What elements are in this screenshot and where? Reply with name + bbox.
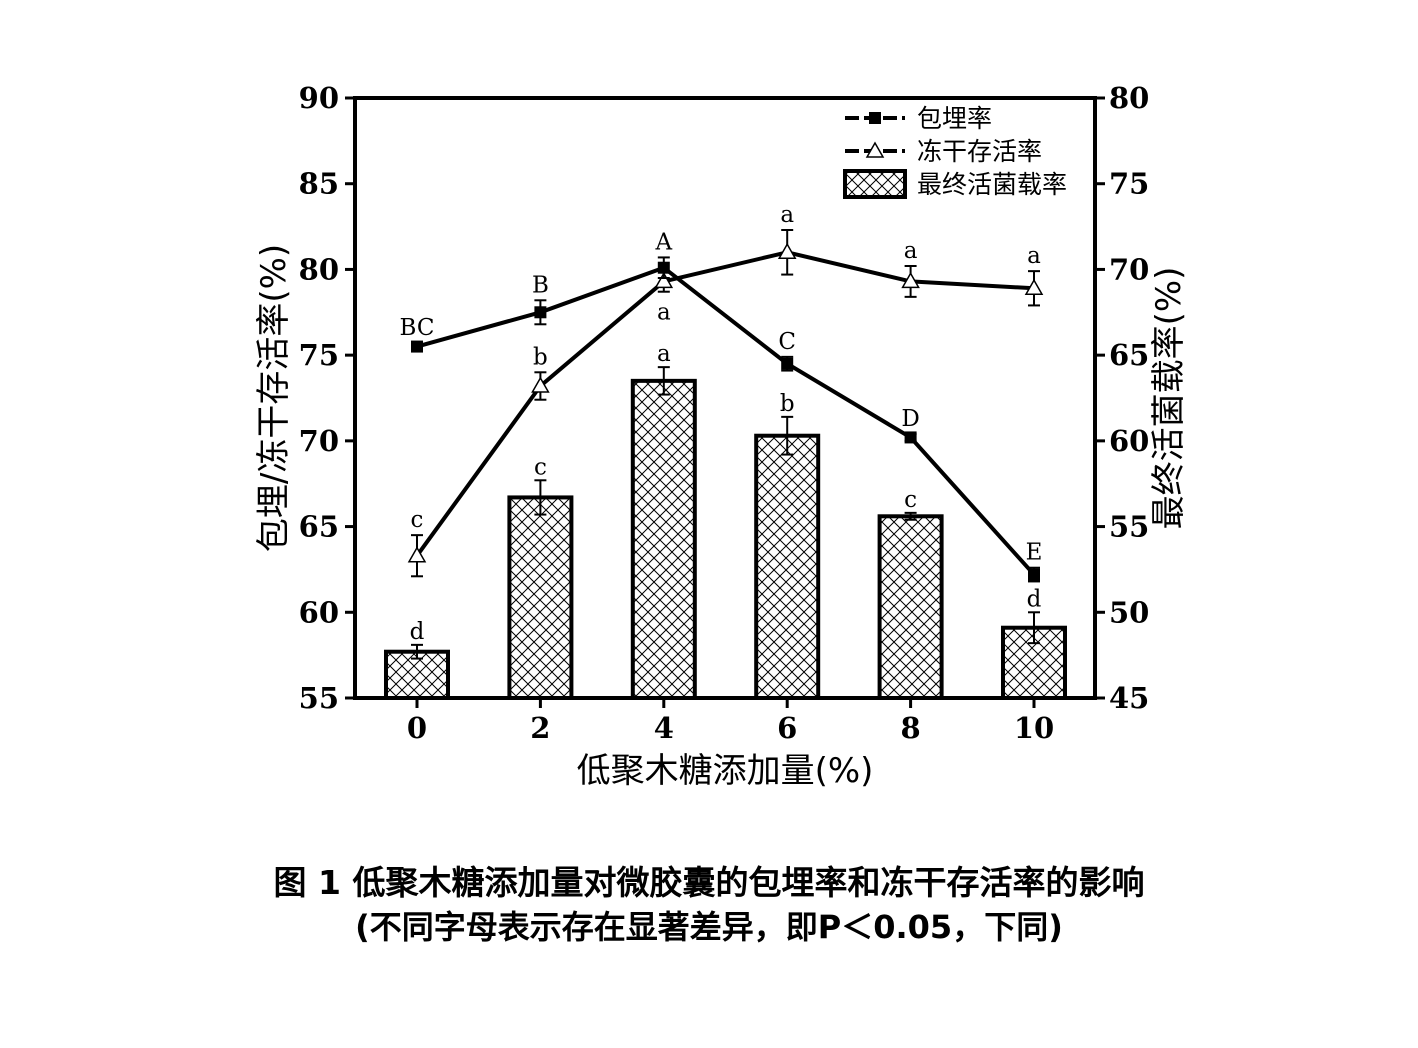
freeze-survival-point: [407, 546, 427, 563]
x-tick-label: 6: [777, 711, 797, 745]
left-tick-label: 55: [299, 681, 339, 715]
x-tick-label: 10: [1014, 711, 1054, 745]
encapsulation-point: [1028, 568, 1040, 581]
plot-frame: [353, 96, 1097, 700]
freeze-survival-point: [654, 271, 674, 289]
bar-letter: a: [657, 341, 671, 367]
legend-bar-label: 最终活菌载率: [917, 170, 1067, 199]
left-tick-label: 75: [299, 338, 339, 372]
right-tick-label: 60: [1109, 424, 1149, 458]
legend-bar-swatch: [843, 169, 907, 199]
left-tick-label: 85: [299, 167, 339, 201]
legend-encapsulation-label: 包埋率: [917, 104, 992, 133]
line-encapsulation: [416, 265, 1036, 576]
right-tick-label: 75: [1109, 167, 1149, 201]
right-tick-label: 80: [1109, 81, 1149, 115]
right-tick-label: 55: [1109, 510, 1149, 544]
legend-freeze-marker: [865, 141, 885, 158]
encapsulation-letter: D: [901, 406, 919, 432]
encapsulation-letter: B: [532, 272, 549, 298]
left-tick-label: 80: [299, 252, 339, 286]
freeze-survival-point: [901, 271, 920, 289]
x-tick-label: 0: [407, 711, 427, 745]
left-tick-label: 90: [299, 81, 339, 115]
encapsulation-point: [534, 306, 547, 319]
encapsulation-point: [781, 357, 794, 370]
x-tick-label: 4: [654, 711, 674, 745]
bar-letter: c: [904, 487, 917, 513]
freeze-survival-point: [1024, 278, 1044, 296]
bar-final-viable: [507, 495, 574, 700]
encapsulation-point: [904, 431, 917, 444]
legend-freeze-label: 冻干存活率: [917, 137, 1042, 166]
freeze-letter: a: [904, 238, 918, 264]
bar-final-viable: [877, 514, 944, 700]
right-tick-label: 65: [1109, 338, 1149, 372]
x-tick-label: 2: [530, 711, 550, 745]
encapsulation-letter: BC: [400, 315, 435, 341]
bar-final-viable: [754, 433, 821, 700]
encapsulation-letter: C: [778, 329, 796, 355]
bar-letter: b: [780, 391, 795, 417]
x-tick-label: 8: [901, 711, 921, 745]
encapsulation-letter: A: [654, 229, 672, 255]
freeze-survival-point: [777, 242, 797, 260]
freeze-letter: c: [411, 507, 424, 533]
right-tick-label: 45: [1109, 681, 1149, 715]
bar-final-viable: [630, 378, 697, 700]
encapsulation-letter: E: [1026, 540, 1043, 566]
freeze-letter: a: [1027, 243, 1041, 269]
left-tick-label: 70: [299, 424, 339, 458]
line-freeze-survival: [415, 250, 1035, 557]
figure-caption-title: 图 1 低聚木糖添加量对微胶囊的包埋率和冻干存活率的影响: [273, 863, 1145, 902]
figure-caption-note: (不同字母表示存在显著差异，即P＜0.05，下同): [355, 908, 1063, 946]
freeze-letter: b: [533, 344, 548, 370]
left-tick-label: 65: [299, 510, 339, 544]
bar-letter: c: [534, 454, 547, 480]
freeze-letter: a: [657, 299, 671, 325]
encapsulation-point: [411, 340, 423, 353]
encapsulation-point: [657, 261, 670, 274]
left-tick-label: 60: [299, 595, 339, 629]
right-axis-title: 最终活菌载率(%): [1149, 267, 1189, 530]
freeze-letter: a: [780, 202, 794, 228]
bar-letter: d: [410, 619, 425, 645]
bar-letter: d: [1027, 586, 1042, 612]
right-tick-label: 50: [1109, 595, 1149, 629]
left-axis-title: 包埋/冻干存活率(%): [254, 244, 294, 552]
right-tick-label: 70: [1109, 252, 1149, 286]
freeze-survival-point: [531, 376, 550, 393]
x-axis-title: 低聚木糖添加量(%): [577, 751, 874, 791]
legend-encapsulation-marker: [869, 112, 881, 124]
